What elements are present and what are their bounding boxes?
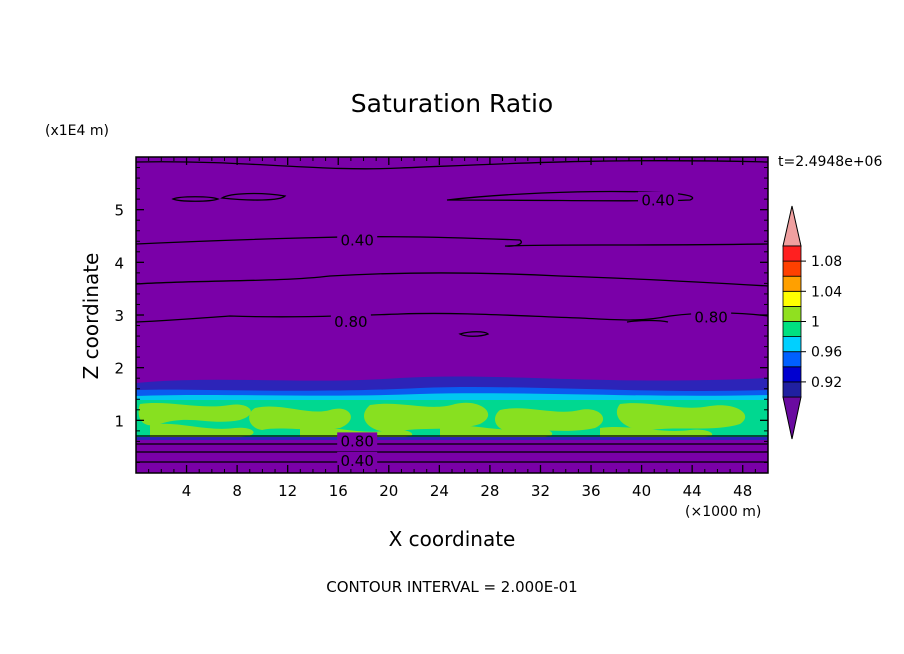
contour-label-layer: 0.40 0.40 0.80 0.80 0.80 0.40 [330,191,732,470]
contour-label-bg [330,312,371,329]
colorbar-segment [782,381,802,398]
x-tick-label: 28 [480,482,499,500]
x-tick-label: 24 [430,482,449,500]
x-tick-label: 48 [733,482,752,500]
colorbar-segment [782,305,802,322]
x-tick-label: 8 [232,482,242,500]
field-patches-yellow-green [138,402,746,437]
x-tick-label: 40 [632,482,651,500]
x-tick-label: 20 [379,482,398,500]
y-unit-label: (x1E4 m) [45,123,109,139]
contour-label: 0.80 [340,432,373,450]
contour-label: 0.80 [334,313,367,331]
y-tick-label: 2 [114,360,124,378]
y-tick-label: 4 [114,254,124,272]
colorbar-tick-label: 0.92 [811,375,842,391]
colorbar-tick-label: 1 [811,315,820,331]
colorbar-arrow-low [782,396,802,440]
x-tick-label: 32 [531,482,550,500]
x-tick-label: 44 [683,482,702,500]
x-tick-label: 36 [581,482,600,500]
x-unit-label: (×1000 m) [685,504,761,520]
contour-label-bg [337,231,378,248]
x-tick-label: 16 [329,482,348,500]
chart-title: Saturation Ratio [351,89,553,118]
contour-lines [136,160,768,463]
contour-label: 0.40 [340,232,373,250]
colorbar-tick-label: 1.08 [811,254,842,270]
x-axis-title: X coordinate [389,527,516,551]
colorbar-segment [782,260,802,277]
colorbar-segment [782,245,802,262]
colorbar-segment [782,290,802,307]
y-axis-title: Z coordinate [79,253,103,380]
contour-field [136,157,768,473]
colorbar-tick-label: 1.04 [811,284,842,300]
contour-label-bg [337,451,378,468]
time-label: t=2.4948e+06 [778,154,882,170]
colorbar-arrow-high [782,205,802,247]
y-tick-label: 1 [114,412,124,430]
colorbar-segment [782,351,802,368]
colorbar-segment [782,275,802,292]
y-tick-label: 5 [114,202,124,220]
x-tick-label: 4 [182,482,192,500]
contour-label-bg [691,308,732,325]
contour-label-bg [337,432,378,449]
field-band-low-blue [136,437,768,440]
colorbar: 0.92 0.96 1 1.04 1.08 [782,205,842,440]
contour-label: 0.40 [340,452,373,470]
x-tick-label: 12 [278,482,297,500]
contour-label-bg [638,191,679,208]
contour-label: 0.40 [641,192,674,210]
footer-contour-interval: CONTOUR INTERVAL = 2.000E-01 [326,578,577,596]
colorbar-segment [782,366,802,383]
colorbar-segment [782,336,802,353]
y-tick-label: 3 [114,307,124,325]
contour-label: 0.80 [694,309,727,327]
colorbar-segment [782,321,802,338]
colorbar-tick-label: 0.96 [811,345,842,361]
